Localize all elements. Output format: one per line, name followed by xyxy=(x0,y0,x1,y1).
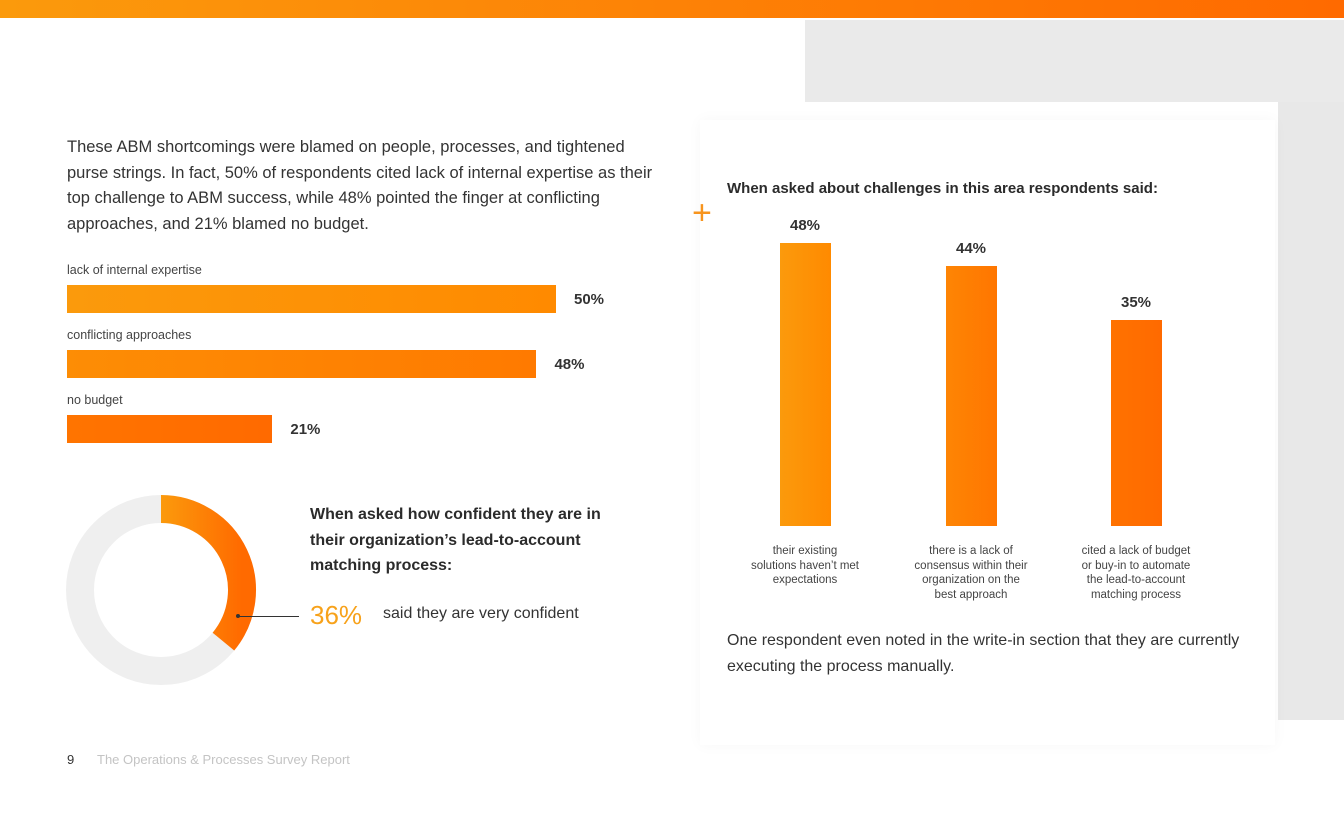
vertical-chart-title: When asked about challenges in this area… xyxy=(727,180,1158,197)
bar-value-label: 21% xyxy=(290,421,321,438)
bar-value-label: 35% xyxy=(1120,293,1152,311)
intro-paragraph: These ABM shortcomings were blamed on pe… xyxy=(67,138,653,233)
category-line: cited a lack of budget xyxy=(1081,545,1191,557)
category-line: best approach xyxy=(934,588,1008,601)
bar-category-label: there is a lack of consensus within their… xyxy=(896,544,1046,602)
category-line: expectations xyxy=(772,574,838,586)
donut-annotation: said they are very confident xyxy=(383,605,579,622)
category-line: their existing xyxy=(772,545,838,557)
donut-segment xyxy=(160,495,256,651)
plus-pattern-decoration xyxy=(805,20,1344,102)
note-paragraph: One respondent even noted in the write-i… xyxy=(727,632,1240,675)
bar-category-label: conflicting approaches xyxy=(67,328,192,342)
bar xyxy=(1111,319,1162,526)
category-line: organization on the xyxy=(922,574,1020,586)
bar-category-label: their existing solutions haven’t met expec… xyxy=(730,544,880,588)
page-number: 9 xyxy=(67,752,75,767)
bar-category-label: lack of internal expertise xyxy=(67,263,202,277)
bar xyxy=(67,285,556,313)
category-line: or buy-in to automate xyxy=(1081,559,1191,572)
header-accent-bar xyxy=(0,0,1344,18)
bar xyxy=(780,242,831,526)
bar xyxy=(946,266,997,526)
category-line: there is a lack of xyxy=(929,545,1013,557)
bar-category-label: cited a lack of budget or buy-in to autom… xyxy=(1061,544,1211,602)
category-line: the lead-to-account xyxy=(1086,574,1186,586)
leader-dot xyxy=(236,614,240,618)
bar-value-label: 50% xyxy=(574,291,605,308)
leader-line xyxy=(239,616,299,617)
category-line: matching process xyxy=(1090,588,1182,601)
category-line: consensus within their xyxy=(914,559,1028,572)
donut-chart xyxy=(66,495,256,685)
bar-value-label: 44% xyxy=(955,240,987,258)
plus-icon: + xyxy=(692,194,712,232)
bar xyxy=(67,350,537,378)
plus-pattern-decoration xyxy=(1278,102,1344,720)
report-title: The Operations & Processes Survey Report xyxy=(97,752,350,767)
bar xyxy=(67,415,273,443)
donut-value-label: 36% xyxy=(310,600,363,630)
bar-category-label: no budget xyxy=(67,393,123,407)
donut-title: When asked how confident they are in the… xyxy=(310,506,601,574)
category-line: solutions haven’t met xyxy=(750,559,860,572)
bar-value-label: 48% xyxy=(554,356,585,373)
bar-value-label: 48% xyxy=(789,216,821,234)
